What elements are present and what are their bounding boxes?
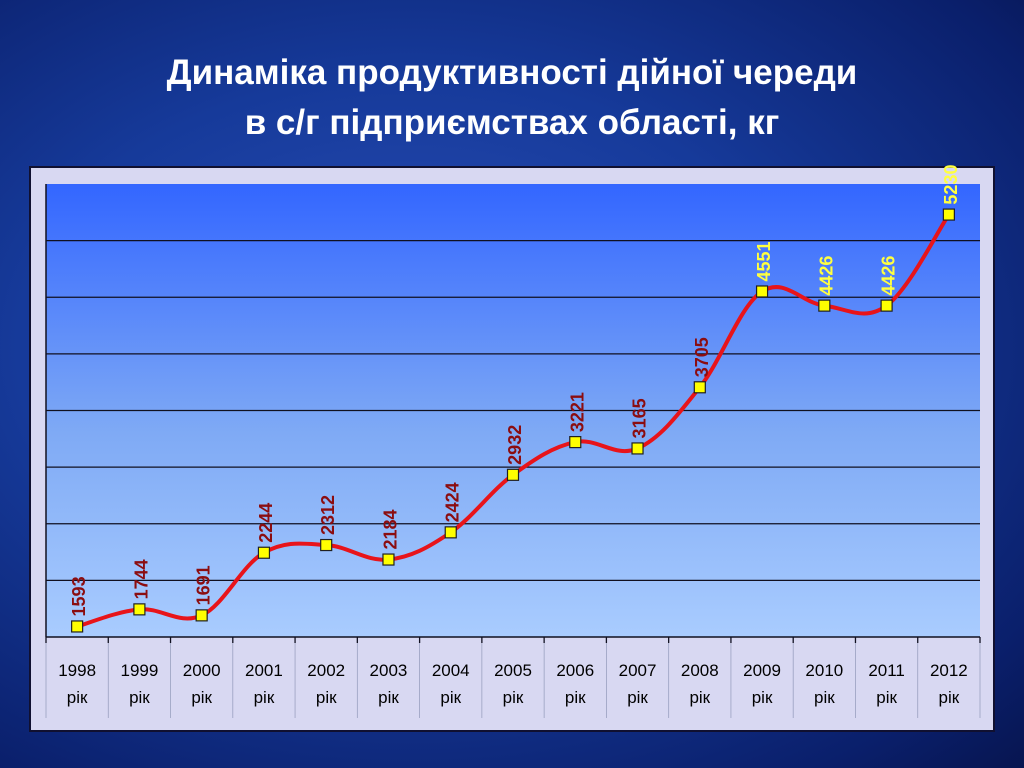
- data-point: [195, 609, 208, 622]
- data-label: 2932: [505, 425, 525, 465]
- x-tick-label-year: 2006: [556, 661, 594, 680]
- data-label: 3221: [567, 392, 587, 432]
- x-tick-label-suffix: рік: [814, 688, 835, 707]
- x-tick-label-year: 1998: [58, 661, 96, 680]
- data-label: 4551: [754, 241, 774, 281]
- data-label: 1593: [69, 576, 89, 616]
- data-label: 4426: [816, 256, 836, 296]
- title-line-1: Динаміка продуктивності дійної череди: [166, 53, 858, 92]
- x-tick-label-year: 2002: [307, 661, 345, 680]
- data-label: 2244: [256, 503, 276, 543]
- x-tick-label-year: 2011: [868, 661, 905, 680]
- x-tick-label-year: 2008: [681, 661, 719, 680]
- x-tick-label-suffix: рік: [67, 688, 88, 707]
- x-tick-label-year: 2001: [245, 661, 283, 680]
- x-tick-label-year: 2003: [370, 661, 408, 680]
- data-point: [880, 299, 893, 312]
- x-tick-label-year: 1999: [120, 661, 158, 680]
- data-label: 2184: [380, 509, 400, 549]
- data-point: [444, 526, 457, 539]
- grid-lines: [46, 239, 980, 582]
- x-tick-label-suffix: рік: [191, 688, 212, 707]
- page-title: Динаміка продуктивності дійної череди в …: [0, 48, 1024, 148]
- x-tick-label-suffix: рік: [129, 688, 150, 707]
- x-tick-label-suffix: рік: [565, 688, 586, 707]
- data-point: [942, 208, 955, 221]
- x-tick-label-suffix: рік: [316, 688, 337, 707]
- data-label: 3705: [692, 337, 712, 377]
- x-tick-label-suffix: рік: [876, 688, 897, 707]
- data-label: 2424: [443, 482, 463, 522]
- x-tick-label-year: 2004: [432, 661, 470, 680]
- x-tick-label-suffix: рік: [627, 688, 648, 707]
- data-point: [693, 381, 706, 394]
- x-tick-label-year: 2012: [930, 661, 968, 680]
- x-tick-label-year: 2010: [805, 661, 843, 680]
- data-label: 2312: [318, 495, 338, 535]
- data-label: 4426: [879, 256, 899, 296]
- data-point: [320, 538, 333, 552]
- x-tick-label-suffix: рік: [254, 688, 275, 707]
- data-label: 1691: [194, 565, 214, 605]
- data-labels: 1593 1744 1691 2244 2312 2184 2424 2932 3221 3165…: [69, 165, 961, 617]
- x-tick-label-suffix: рік: [752, 688, 773, 707]
- data-point: [569, 435, 582, 449]
- data-point: [71, 620, 84, 633]
- data-label: 5230: [941, 165, 961, 205]
- x-axis: [45, 184, 981, 718]
- data-point: [382, 553, 395, 566]
- x-tick-label-suffix: рік: [939, 688, 960, 707]
- title-line-2: в с/г підприємствах області, кг: [244, 103, 780, 142]
- data-label: 1744: [131, 559, 151, 599]
- data-point: [755, 285, 769, 298]
- data-points: [71, 208, 955, 633]
- x-tick-labels: 1998 рік 1999 рік 2000 рік 2001 рік 2002 рік 2003 р…: [58, 661, 968, 707]
- data-point: [818, 299, 831, 312]
- data-point: [133, 603, 146, 616]
- x-tick-label-suffix: рік: [503, 688, 524, 707]
- data-point: [257, 546, 271, 559]
- x-tick-label-year: 2000: [183, 661, 221, 680]
- x-tick-label-year: 2009: [743, 661, 781, 680]
- x-tick-label-suffix: рік: [440, 688, 461, 707]
- x-tick-label-year: 2007: [619, 661, 657, 680]
- data-label: 3165: [630, 398, 650, 438]
- x-tick-label-suffix: рік: [378, 688, 399, 707]
- x-tick-label-suffix: рік: [689, 688, 710, 707]
- data-point: [631, 442, 644, 455]
- x-tick-label-year: 2005: [494, 661, 532, 680]
- data-point: [506, 468, 520, 481]
